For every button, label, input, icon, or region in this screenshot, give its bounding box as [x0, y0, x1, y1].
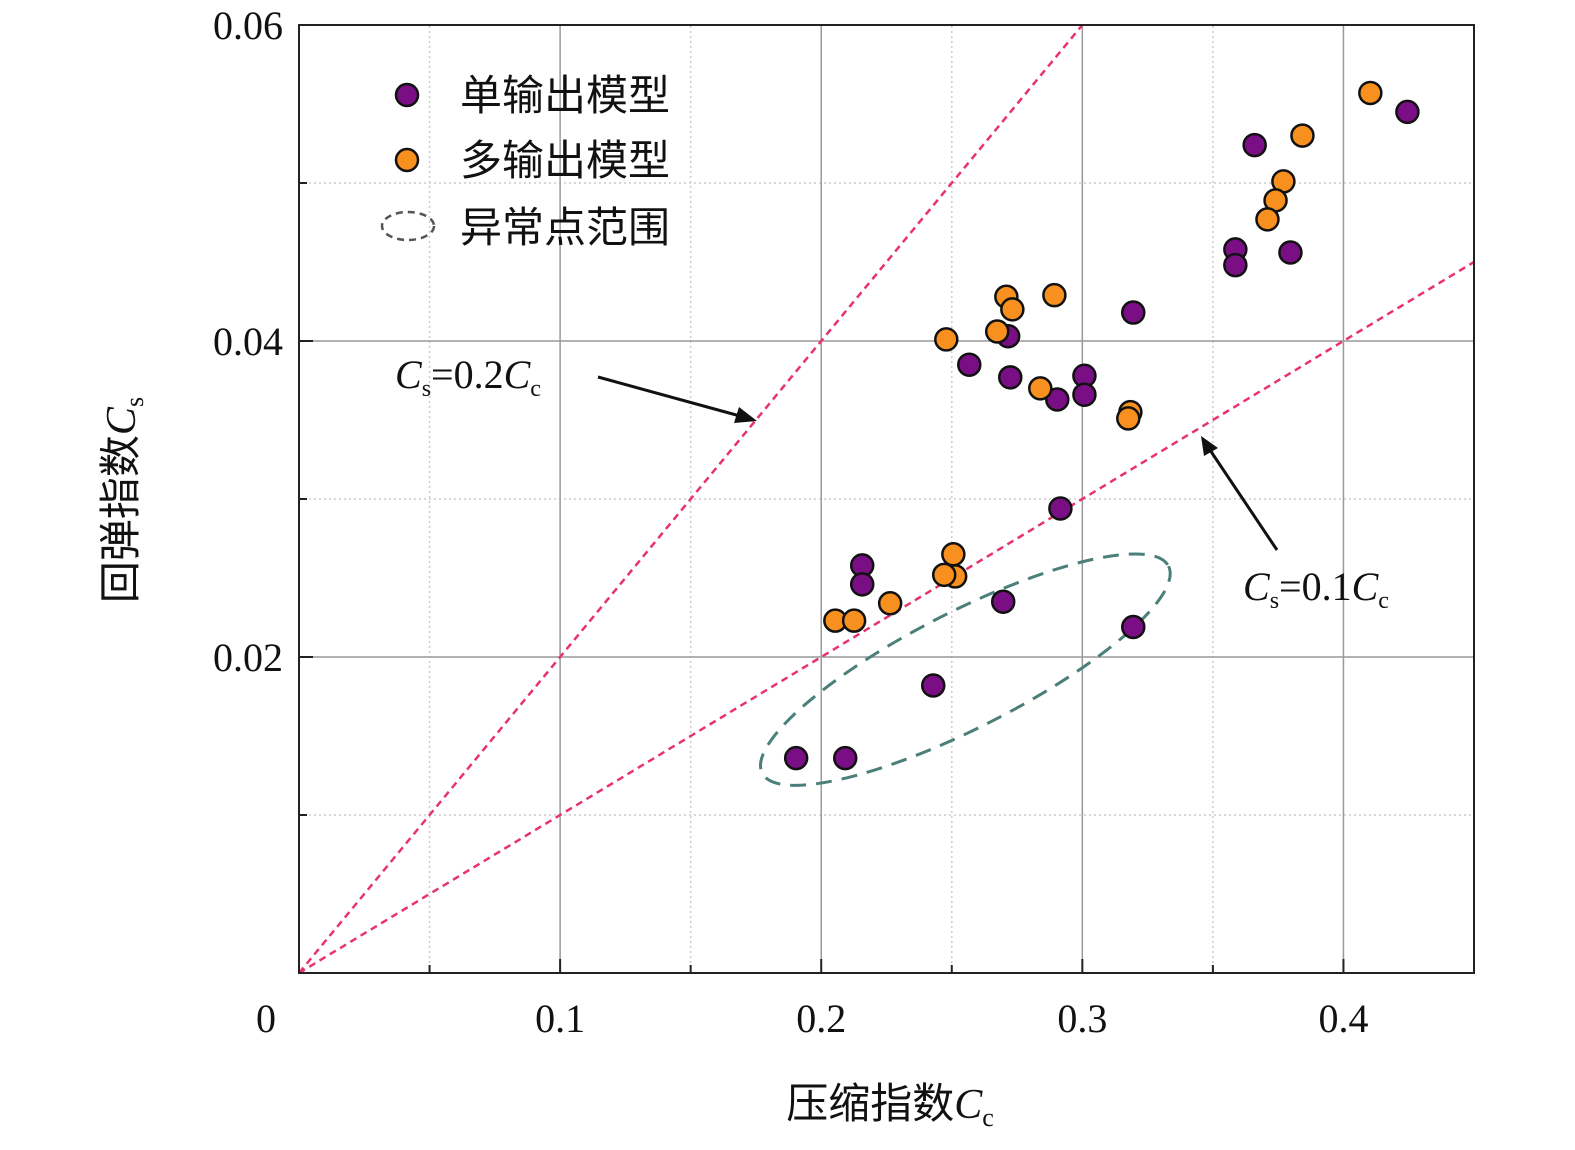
- y-tick-label: 0.04: [213, 319, 283, 364]
- data-points: [783, 80, 1420, 771]
- legend-label-outlier: 异常点范围: [460, 206, 670, 252]
- annotation-label-0.1: Cs=0.1Cc: [1243, 564, 1389, 614]
- legend-marker-multi: [394, 147, 420, 173]
- legend-marker-outlier: [380, 210, 436, 242]
- point-multi-output: [1028, 376, 1053, 401]
- point-single-output: [1395, 99, 1420, 125]
- point-single-output: [1045, 387, 1070, 412]
- point-multi-output: [841, 608, 867, 633]
- point-single-output: [990, 589, 1016, 614]
- point-single-output: [783, 745, 809, 771]
- point-single-output: [1121, 614, 1146, 640]
- x-tick-label: 0.4: [1318, 996, 1368, 1041]
- point-multi-output: [931, 562, 957, 588]
- annotation-label-0.2: Cs=0.2Cc: [395, 352, 541, 402]
- x-axis-label: 压缩指数Cc: [786, 1082, 994, 1132]
- y-tick-label: 0.02: [213, 635, 283, 680]
- x-tick-label: 0.3: [1057, 996, 1107, 1041]
- outlier-ellipse: [759, 552, 1172, 787]
- point-single-output: [1278, 240, 1303, 265]
- y-tick-label: 0.06: [213, 3, 283, 48]
- x-tick-label: 0.2: [796, 996, 846, 1041]
- point-multi-output: [1358, 80, 1383, 106]
- annotation-arrow-0.1: [1208, 449, 1279, 551]
- point-multi-output: [1290, 123, 1315, 148]
- annotation-arrow-0.2: [597, 375, 741, 418]
- origin-label: 0: [256, 996, 276, 1041]
- reference-lines: [298, 24, 1475, 975]
- point-single-output: [957, 352, 982, 377]
- ticks: 0.1 0.2 0.3 0.4 0.02 0.04 0.06: [213, 3, 1475, 1041]
- point-multi-output: [877, 591, 903, 616]
- x-tick-label: 0.1: [535, 996, 585, 1041]
- point-single-output: [920, 673, 946, 698]
- point-single-output: [1223, 252, 1248, 278]
- point-multi-output: [941, 542, 966, 567]
- point-multi-output: [1116, 406, 1141, 431]
- outlier-region: [759, 552, 1172, 787]
- annotation-0.1: Cs=0.1Cc: [1201, 436, 1389, 614]
- point-multi-output: [934, 327, 959, 352]
- y-axis-label: 回弹指数Cs: [99, 397, 149, 603]
- arrowhead-icon: [1201, 436, 1218, 456]
- point-single-output: [832, 745, 858, 771]
- point-single-output: [998, 365, 1023, 390]
- annotation-0.2: Cs=0.2Cc: [395, 352, 757, 423]
- reference-line-0.2: [298, 24, 1084, 974]
- legend-marker-single: [394, 82, 420, 108]
- arrowhead-icon: [734, 407, 757, 423]
- legend: 单输出模型 多输出模型 异常点范围: [380, 74, 670, 252]
- point-multi-output: [1000, 297, 1025, 322]
- point-multi-output: [984, 319, 1010, 344]
- point-multi-output: [1255, 207, 1280, 232]
- point-single-output: [849, 572, 875, 597]
- legend-label-multi: 多输出模型: [460, 139, 670, 185]
- point-single-output: [1121, 300, 1146, 325]
- reference-line-0.1: [298, 260, 1475, 975]
- point-multi-output: [1042, 282, 1067, 308]
- point-single-output: [1242, 132, 1267, 158]
- point-single-output: [1048, 496, 1073, 521]
- legend-label-single: 单输出模型: [460, 74, 670, 120]
- point-single-output: [1072, 382, 1097, 407]
